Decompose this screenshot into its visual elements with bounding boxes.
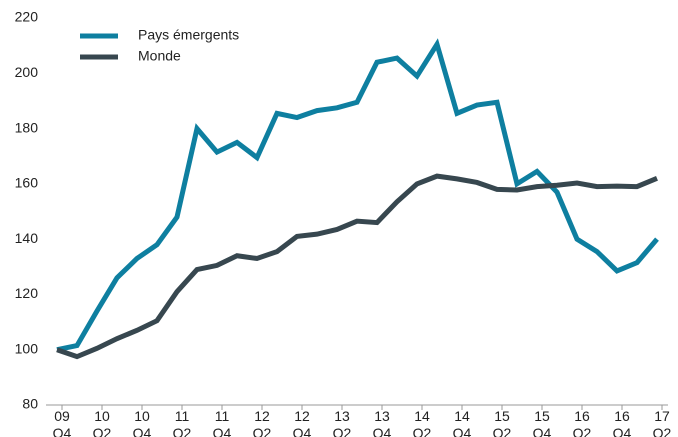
y-tick-label: 160: [15, 175, 39, 191]
x-tick-label: 12 Q2: [253, 408, 272, 437]
legend-label: Monde: [138, 48, 181, 64]
legend-label: Pays émergents: [138, 27, 239, 43]
series-line: [56, 38, 659, 353]
x-tick-label: 11 Q2: [173, 408, 192, 437]
x-tick-label: 15 Q4: [533, 408, 552, 437]
y-tick-label: 180: [15, 119, 39, 135]
x-tick-label: 09 Q4: [53, 408, 72, 437]
series-line: [56, 173, 658, 360]
x-tick-label: 13 Q4: [373, 408, 392, 437]
y-tick-label: 220: [15, 9, 39, 25]
x-tick-label: 14 Q2: [413, 408, 432, 437]
x-tick-label: 16 Q2: [573, 408, 592, 437]
y-tick-label: 200: [15, 64, 39, 80]
x-tick-label: 15 Q2: [493, 408, 512, 437]
x-tick-label: 16 Q4: [613, 408, 632, 437]
y-tick-label: 100: [15, 340, 39, 356]
x-tick-label: 14 Q4: [453, 408, 472, 437]
y-tick-label: 80: [22, 396, 38, 412]
x-tick-label: 11 Q4: [213, 408, 232, 437]
y-tick-label: 140: [15, 230, 39, 246]
x-tick-label: 13 Q2: [333, 408, 352, 437]
x-tick-label: 10 Q2: [93, 408, 112, 437]
y-tick-label: 120: [15, 285, 39, 301]
x-tick-label: 12 Q4: [293, 408, 312, 437]
x-tick-label: 10 Q4: [133, 408, 152, 437]
x-tick-label: 17 Q2: [653, 408, 672, 437]
